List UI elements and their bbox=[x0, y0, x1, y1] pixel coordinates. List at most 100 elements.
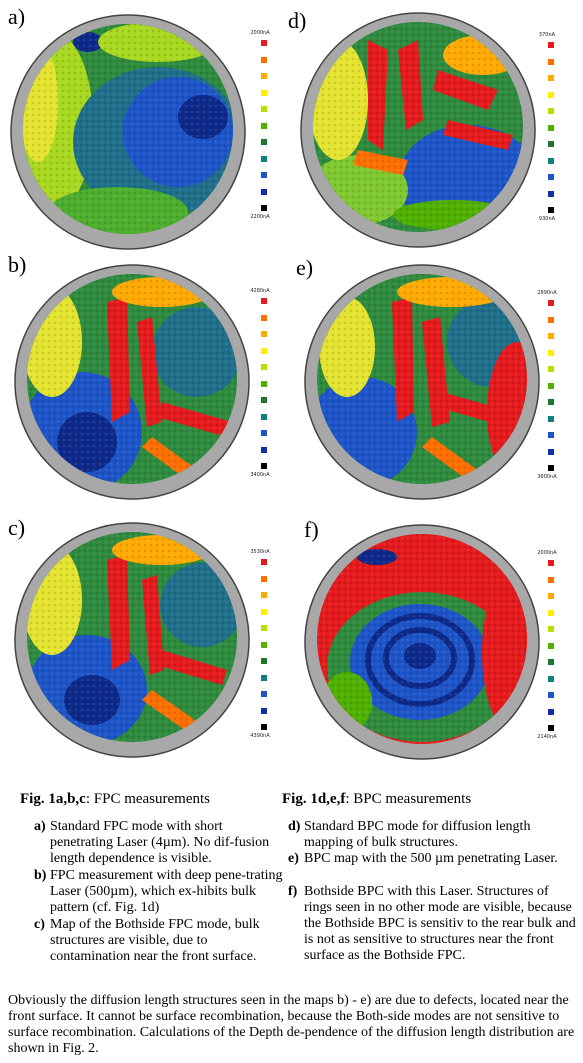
item-b-key: b) bbox=[34, 868, 47, 883]
panel-label-c: c) bbox=[8, 515, 26, 540]
legend-a-top-value: 2000nA bbox=[250, 30, 270, 36]
legend-swatch bbox=[261, 380, 267, 387]
legend-swatch bbox=[548, 333, 554, 339]
item-e: e) BPC map with the 500 µm penetrating L… bbox=[288, 851, 578, 867]
legend-swatch bbox=[548, 207, 554, 213]
legend-swatch bbox=[548, 124, 554, 131]
item-b-text: FPC measurement with deep pene-trating L… bbox=[50, 868, 283, 915]
legend-swatch bbox=[548, 157, 554, 164]
legend-swatch bbox=[548, 642, 554, 649]
legend-swatch bbox=[548, 432, 554, 438]
legend-swatch bbox=[261, 155, 267, 162]
legend-swatch bbox=[261, 430, 267, 436]
item-f: f) Bothside BPC with this Laser. Structu… bbox=[288, 884, 578, 964]
legend-swatch bbox=[261, 188, 267, 195]
panel-label-e: e) bbox=[296, 255, 314, 280]
legend-swatch bbox=[261, 139, 267, 145]
item-e-key: e) bbox=[288, 851, 299, 866]
legend-e: 2890nA 3600nA bbox=[537, 290, 564, 480]
caption-fpc-text: : FPC measurements bbox=[85, 791, 211, 807]
legend-swatch bbox=[548, 42, 554, 48]
legend-swatch bbox=[548, 300, 554, 306]
legend-b-bottom-value: 3400nA bbox=[250, 472, 270, 478]
legend-swatch bbox=[548, 75, 554, 81]
item-a-text: Standard FPC mode with short penetrating… bbox=[50, 819, 270, 866]
legend-d-bottom-value: 930nA bbox=[538, 216, 556, 222]
legend-swatch bbox=[261, 205, 267, 211]
legend-swatch bbox=[261, 625, 267, 631]
legend-c-bottom-value: 4390nA bbox=[250, 733, 270, 739]
legend-c: 3530nA 4390nA bbox=[250, 549, 277, 739]
legend-swatch bbox=[261, 658, 267, 664]
item-d-text: Standard BPC mode for diffusion length m… bbox=[304, 819, 531, 850]
legend-f-bottom-value: 2140nA bbox=[537, 734, 557, 740]
item-c: c) Map of the Bothside FPC mode, bulk st… bbox=[34, 917, 284, 965]
caption-bpc-text: : BPC measurements bbox=[345, 791, 472, 807]
caption-bpc-label: Fig. 1d,e,f bbox=[282, 791, 346, 807]
legend-swatch bbox=[548, 576, 554, 583]
legend-swatch bbox=[261, 122, 267, 129]
item-c-text: Map of the Bothside FPC mode, bulk struc… bbox=[50, 917, 260, 964]
wafer-map-c bbox=[14, 522, 250, 758]
item-a-key: a) bbox=[34, 819, 46, 834]
legend-swatch bbox=[261, 463, 267, 469]
body-paragraph: Obviously the diffusion length structure… bbox=[8, 993, 575, 1056]
item-b: b) FPC measurement with deep pene-tratin… bbox=[34, 868, 284, 916]
wafer-map-d bbox=[300, 12, 536, 248]
legend-e-bottom-value: 3600nA bbox=[537, 474, 557, 480]
legend-swatch bbox=[548, 692, 554, 698]
legend-swatch bbox=[548, 91, 554, 98]
legend-swatch bbox=[261, 331, 267, 337]
legend-swatch bbox=[548, 190, 554, 197]
item-a: a) Standard FPC mode with short penetrat… bbox=[34, 819, 284, 867]
legend-swatch bbox=[548, 675, 554, 682]
panel-label-f: f) bbox=[304, 517, 319, 542]
legend-swatch bbox=[261, 314, 267, 321]
item-f-key: f) bbox=[288, 884, 298, 899]
legend-swatch bbox=[261, 707, 267, 714]
legend-swatch bbox=[261, 298, 267, 304]
legend-swatch bbox=[261, 397, 267, 403]
legend-f: 2000nA 2140nA bbox=[537, 550, 564, 740]
legend-swatch bbox=[548, 659, 554, 665]
legend-swatch bbox=[261, 347, 267, 354]
legend-swatch bbox=[548, 708, 554, 715]
legend-a: 2000nA 2200nA bbox=[250, 30, 277, 220]
legend-swatch bbox=[261, 89, 267, 96]
legend-swatch bbox=[261, 575, 267, 582]
legend-swatch bbox=[261, 674, 267, 681]
item-d: d) Standard BPC mode for diffusion lengt… bbox=[288, 819, 578, 851]
panel-label-a: a) bbox=[8, 4, 26, 29]
legend-swatch bbox=[261, 106, 267, 112]
wafer-map-f bbox=[304, 524, 540, 760]
legend-swatch bbox=[261, 691, 267, 697]
caption-fpc: Fig. 1a,b,c: FPC measurements bbox=[20, 791, 210, 808]
item-c-key: c) bbox=[34, 917, 45, 932]
caption-fpc-label: Fig. 1a,b,c bbox=[20, 791, 86, 807]
legend-swatch bbox=[548, 108, 554, 114]
legend-swatch bbox=[548, 382, 554, 389]
legend-swatch bbox=[548, 366, 554, 372]
legend-swatch bbox=[261, 56, 267, 63]
item-d-key: d) bbox=[288, 819, 301, 834]
legend-swatch bbox=[261, 172, 267, 178]
legend-swatch bbox=[548, 141, 554, 147]
legend-swatch bbox=[261, 559, 267, 565]
panel-label-d: d) bbox=[288, 8, 307, 33]
legend-swatch bbox=[548, 349, 554, 356]
legend-swatch bbox=[548, 174, 554, 180]
legend-swatch bbox=[548, 560, 554, 566]
legend-swatch bbox=[548, 448, 554, 455]
legend-b: 4280nA 3400nA bbox=[250, 288, 277, 478]
wafer-map-b bbox=[14, 264, 250, 500]
legend-f-top-value: 2000nA bbox=[537, 550, 557, 556]
legend-a-bottom-value: 2200nA bbox=[250, 214, 270, 220]
panel-label-b: b) bbox=[8, 252, 27, 277]
item-f-text: Bothside BPC with this Laser. Structures… bbox=[304, 884, 576, 963]
legend-swatch bbox=[548, 626, 554, 632]
legend-swatch bbox=[261, 724, 267, 730]
legend-c-top-value: 3530nA bbox=[250, 549, 270, 555]
legend-b-top-value: 4280nA bbox=[250, 288, 270, 294]
legend-d-top-value: 370nA bbox=[538, 32, 556, 38]
wafer-map-a bbox=[10, 14, 246, 250]
